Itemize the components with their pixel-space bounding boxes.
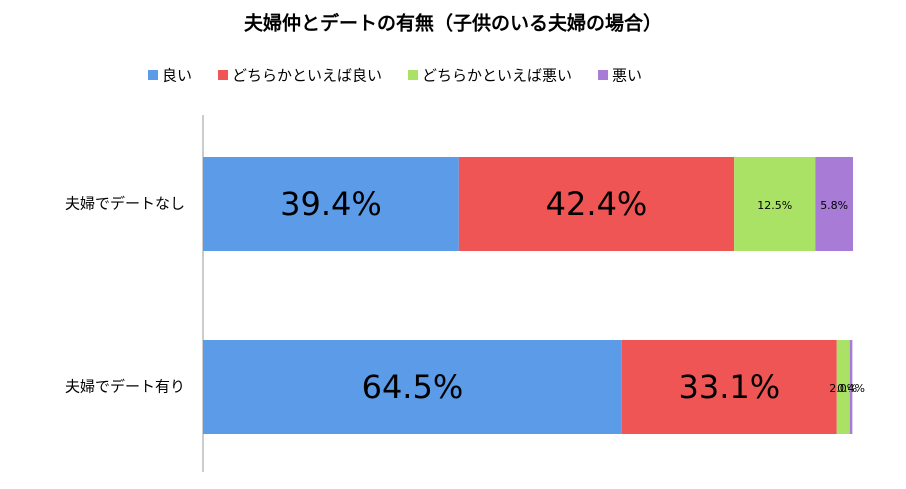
data-label: 33.1% xyxy=(678,368,780,406)
chart-title: 夫婦仲とデートの有無（子供のいる夫婦の場合） xyxy=(244,12,662,35)
bar-segment xyxy=(734,157,816,251)
bar-segment xyxy=(203,340,622,434)
category-label: 夫婦でデートなし xyxy=(65,195,185,213)
legend-swatch xyxy=(598,70,609,80)
legend-swatch xyxy=(218,70,229,80)
bar-segment xyxy=(836,340,850,434)
data-label: 0.4% xyxy=(837,382,865,395)
bar-segment xyxy=(849,340,853,434)
data-label: 64.5% xyxy=(362,368,464,406)
legend-swatch xyxy=(148,70,158,80)
bar-segment xyxy=(458,157,735,251)
bar-segment xyxy=(815,157,853,251)
data-label: 39.4% xyxy=(280,185,382,223)
legend-label: どちらかといえば悪い xyxy=(422,67,572,85)
legend-label: 悪い xyxy=(612,67,642,85)
category-label: 夫婦でデート有り xyxy=(65,378,185,396)
data-label: 5.8% xyxy=(820,199,848,212)
data-label: 42.4% xyxy=(546,185,648,223)
bar-segment xyxy=(203,157,459,251)
data-label: 12.5% xyxy=(757,199,792,212)
legend-label: 良い xyxy=(162,67,192,85)
legend-swatch xyxy=(408,70,419,80)
bar-segment xyxy=(621,340,837,434)
legend-label: どちらかといえば良い xyxy=(232,67,382,85)
